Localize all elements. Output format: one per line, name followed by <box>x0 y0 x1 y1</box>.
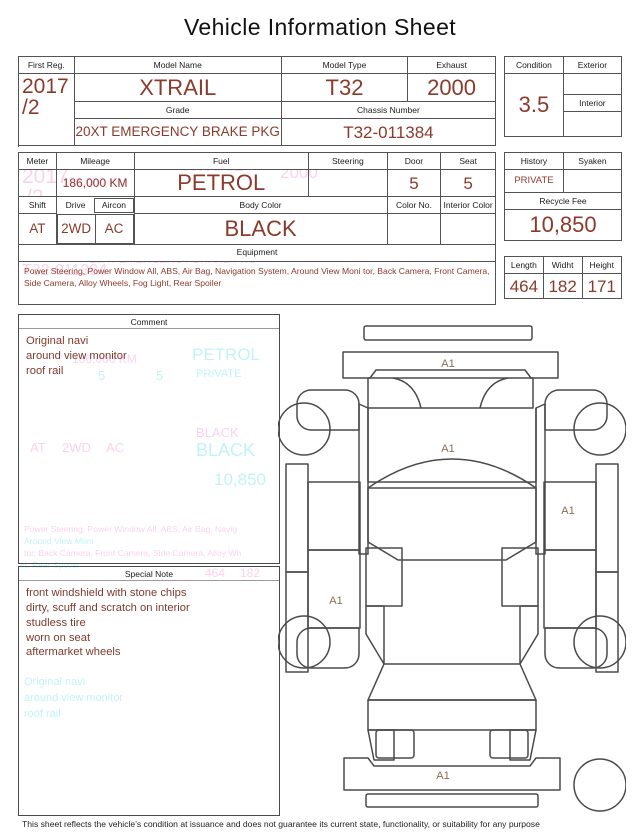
diagram-mark-roof-front: A1 <box>441 358 454 370</box>
label-grade: Grade <box>73 101 282 119</box>
value-aircon: AC <box>94 213 134 244</box>
value-model-type: T32 <box>280 73 409 102</box>
special-note-box: Special Note front windshield with stone… <box>18 566 280 816</box>
label-first-reg: First Reg. <box>18 56 75 74</box>
value-mileage: 186,000 KM <box>55 169 135 197</box>
value-steering <box>308 169 388 197</box>
label-interior-color: Interior Color <box>440 196 496 214</box>
history-table: History Syaken PRIVATE Recycle Fee 10,85… <box>504 152 623 241</box>
first-reg-year: 2017 <box>22 75 69 98</box>
label-width: Widht <box>542 256 583 274</box>
label-syaken: Syaken <box>562 152 623 170</box>
comment-box: Comment Original navi around view monito… <box>18 314 280 564</box>
value-history: PRIVATE <box>504 169 564 193</box>
condition-table: Condition Exterior 3.5 Interior <box>504 56 623 137</box>
label-meter: Meter <box>18 152 57 170</box>
label-aircon: Aircon <box>94 197 134 213</box>
special-note-label: Special Note <box>19 567 279 582</box>
label-exhaust: Exhaust <box>407 56 496 74</box>
label-history: History <box>504 152 564 170</box>
value-width: 182 <box>542 273 583 299</box>
label-recycle-fee: Recycle Fee <box>504 192 622 210</box>
dimensions-table: Length Widht Height 464 182 171 <box>504 256 622 299</box>
label-drive: Drive <box>56 198 96 213</box>
label-exterior: Exterior <box>562 56 623 74</box>
special-note-text: front windshield with stone chips dirty,… <box>26 587 190 659</box>
value-grade: 20XT EMERGENCY BRAKE PKG <box>73 118 282 146</box>
value-recycle-fee: 10,850 <box>504 209 622 241</box>
value-chassis-number: T32-011384 <box>280 118 497 146</box>
label-mileage: Mileage <box>55 152 135 170</box>
first-reg-month: /2 <box>22 96 40 120</box>
value-interior-color <box>440 213 496 245</box>
comment-text: Original navi around view monitor roof r… <box>26 335 127 377</box>
vehicle-spec-table: First Reg. Model Name Model Type Exhaust… <box>18 56 497 146</box>
value-meter <box>18 169 57 197</box>
value-syaken <box>562 169 623 193</box>
value-exterior <box>562 73 623 95</box>
value-model-name: XTRAIL <box>73 73 282 102</box>
label-equipment: Equipment <box>18 243 496 262</box>
value-condition: 3.5 <box>504 73 564 137</box>
label-interior: Interior <box>562 94 623 112</box>
value-fuel: PETROL <box>133 169 310 197</box>
diagram-mark-left-rear-quarter: A1 <box>329 595 342 607</box>
label-shift: Shift <box>18 196 57 214</box>
value-color-no <box>386 213 442 245</box>
comment-label: Comment <box>19 315 279 330</box>
label-seat: Seat <box>440 152 496 170</box>
value-drive-aircon-wrap: 2WD AC <box>56 213 134 245</box>
disclaimer-footer: This sheet reflects the vehicle's condit… <box>22 819 540 829</box>
value-exhaust: 2000 <box>407 73 496 102</box>
label-model-name: Model Name <box>73 56 282 74</box>
diagram-mark-rear-bumper: A1 <box>436 770 449 782</box>
label-body-color: Body Color <box>133 196 388 214</box>
diagram-mark-right-front-fender: A1 <box>561 505 574 517</box>
value-equipment: Power Steering, Power Window All, ABS, A… <box>18 260 496 305</box>
label-model-type: Model Type <box>280 56 409 74</box>
label-fuel: Fuel <box>133 152 310 170</box>
label-length: Length <box>504 256 544 274</box>
label-color-no: Color No. <box>386 196 442 214</box>
value-seat: 5 <box>440 169 496 197</box>
label-steering: Steering <box>308 152 388 170</box>
vehicle-damage-diagram[interactable]: A1 A1 A1 A1 A1 <box>277 312 627 812</box>
label-chassis-number: Chassis Number <box>280 101 497 119</box>
label-condition: Condition <box>504 56 564 74</box>
label-height: Height <box>581 256 622 274</box>
value-body-color: BLACK <box>133 213 388 245</box>
value-length: 464 <box>504 273 544 299</box>
value-first-reg: 2017 /2 <box>18 73 75 146</box>
value-height: 171 <box>581 273 622 299</box>
value-shift: AT <box>18 213 57 245</box>
label-drive-aircon-wrap: Drive Aircon <box>56 196 134 214</box>
value-drive: 2WD <box>56 213 96 244</box>
value-door: 5 <box>386 169 442 197</box>
label-door: Door <box>386 152 442 170</box>
vehicle-spec-table-2: Meter Mileage Fuel Steering Door Seat 18… <box>18 152 496 305</box>
page-title: Vehicle Information Sheet <box>183 14 457 40</box>
diagram-mark-hood: A1 <box>441 443 454 455</box>
value-interior <box>562 111 623 137</box>
